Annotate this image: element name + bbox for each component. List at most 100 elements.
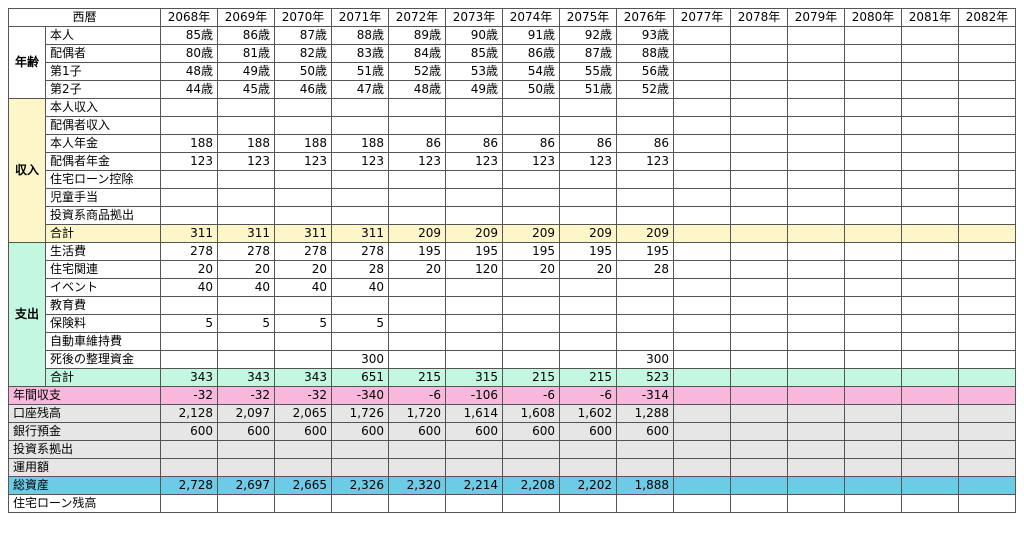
value-cell: [559, 458, 617, 477]
value-cell: [844, 296, 902, 315]
value-cell: 20: [160, 260, 218, 279]
value-cell: [844, 206, 902, 225]
value-cell: [844, 368, 902, 387]
value-cell: [844, 152, 902, 171]
value-cell: [901, 386, 959, 405]
table-row: 教育費: [9, 296, 1016, 315]
value-cell: [787, 458, 845, 477]
value-cell: [787, 152, 845, 171]
value-cell: [673, 458, 731, 477]
value-cell: [730, 458, 788, 477]
value-cell: [673, 134, 731, 153]
value-cell: 343: [160, 368, 218, 387]
value-cell: 311: [331, 224, 389, 243]
value-cell: 44歳: [160, 80, 218, 99]
value-cell: [445, 458, 503, 477]
value-cell: [559, 170, 617, 189]
value-cell: [730, 224, 788, 243]
value-cell: [901, 62, 959, 81]
value-cell: [901, 260, 959, 279]
value-cell: 46歳: [274, 80, 332, 99]
value-cell: [673, 206, 731, 225]
value-cell: 82歳: [274, 44, 332, 63]
value-cell: [445, 440, 503, 459]
value-cell: 2,326: [331, 476, 389, 495]
value-cell: 311: [160, 224, 218, 243]
value-cell: [445, 98, 503, 117]
value-cell: 49歳: [217, 62, 275, 81]
value-cell: [673, 98, 731, 117]
value-cell: [673, 422, 731, 441]
value-cell: 123: [274, 152, 332, 171]
value-cell: [445, 116, 503, 135]
value-cell: 86: [616, 134, 674, 153]
value-cell: [958, 296, 1016, 315]
value-cell: [616, 206, 674, 225]
value-cell: [388, 278, 446, 297]
value-cell: [730, 170, 788, 189]
value-cell: 48歳: [388, 80, 446, 99]
value-cell: [445, 332, 503, 351]
value-cell: 85歳: [445, 44, 503, 63]
value-cell: [958, 440, 1016, 459]
value-cell: 86: [502, 134, 560, 153]
value-cell: [217, 458, 275, 477]
value-cell: [730, 116, 788, 135]
cashflow-table: 西暦 2068年 2069年 2070年 2071年 2072年 2073年 2074年 20…: [8, 8, 1016, 513]
value-cell: [901, 476, 959, 495]
value-cell: [958, 368, 1016, 387]
value-cell: [844, 476, 902, 495]
value-cell: [958, 494, 1016, 513]
value-cell: 5: [274, 314, 332, 333]
value-cell: [844, 224, 902, 243]
summary-label: 住宅ローン残高: [8, 494, 161, 513]
value-cell: [616, 494, 674, 513]
value-cell: 215: [502, 368, 560, 387]
value-cell: 5: [160, 314, 218, 333]
value-cell: [502, 296, 560, 315]
value-cell: [616, 332, 674, 351]
value-cell: [274, 440, 332, 459]
summary-row: 住宅ローン残高: [8, 494, 1016, 513]
value-cell: [673, 278, 731, 297]
value-cell: [901, 278, 959, 297]
header-row: 西暦 2068年 2069年 2070年 2071年 2072年 2073年 2074年 20…: [8, 8, 1016, 27]
value-cell: [730, 350, 788, 369]
value-cell: [559, 314, 617, 333]
year-header: 2068年: [160, 8, 218, 27]
value-cell: [958, 422, 1016, 441]
value-cell: [730, 98, 788, 117]
value-cell: 2,128: [160, 404, 218, 423]
value-cell: [730, 188, 788, 207]
value-cell: 53歳: [445, 62, 503, 81]
value-cell: 80歳: [160, 44, 218, 63]
value-cell: 1,608: [502, 404, 560, 423]
value-cell: [730, 494, 788, 513]
value-cell: 28: [616, 260, 674, 279]
table-row: 支出 生活費 278 278 278 278 195 195 195 195 195: [8, 242, 1016, 387]
value-cell: [673, 224, 731, 243]
value-cell: 600: [388, 422, 446, 441]
value-cell: [787, 26, 845, 45]
table-row: 第2子 44歳 45歳 46歳 47歳 48歳 49歳 50歳 51歳 52歳: [9, 80, 1016, 99]
year-header: 2081年: [901, 8, 959, 27]
row-label: 保険料: [45, 314, 161, 333]
value-cell: [331, 440, 389, 459]
value-cell: 1,288: [616, 404, 674, 423]
value-cell: 89歳: [388, 26, 446, 45]
value-cell: 91歳: [502, 26, 560, 45]
value-cell: [673, 494, 731, 513]
value-cell: [844, 386, 902, 405]
value-cell: -32: [217, 386, 275, 405]
value-cell: [901, 44, 959, 63]
value-cell: [445, 350, 503, 369]
value-cell: 651: [331, 368, 389, 387]
value-cell: [160, 350, 218, 369]
value-cell: [787, 116, 845, 135]
value-cell: [787, 188, 845, 207]
value-cell: 2,320: [388, 476, 446, 495]
value-cell: [502, 458, 560, 477]
value-cell: 278: [274, 242, 332, 261]
value-cell: 209: [502, 224, 560, 243]
value-cell: [673, 350, 731, 369]
